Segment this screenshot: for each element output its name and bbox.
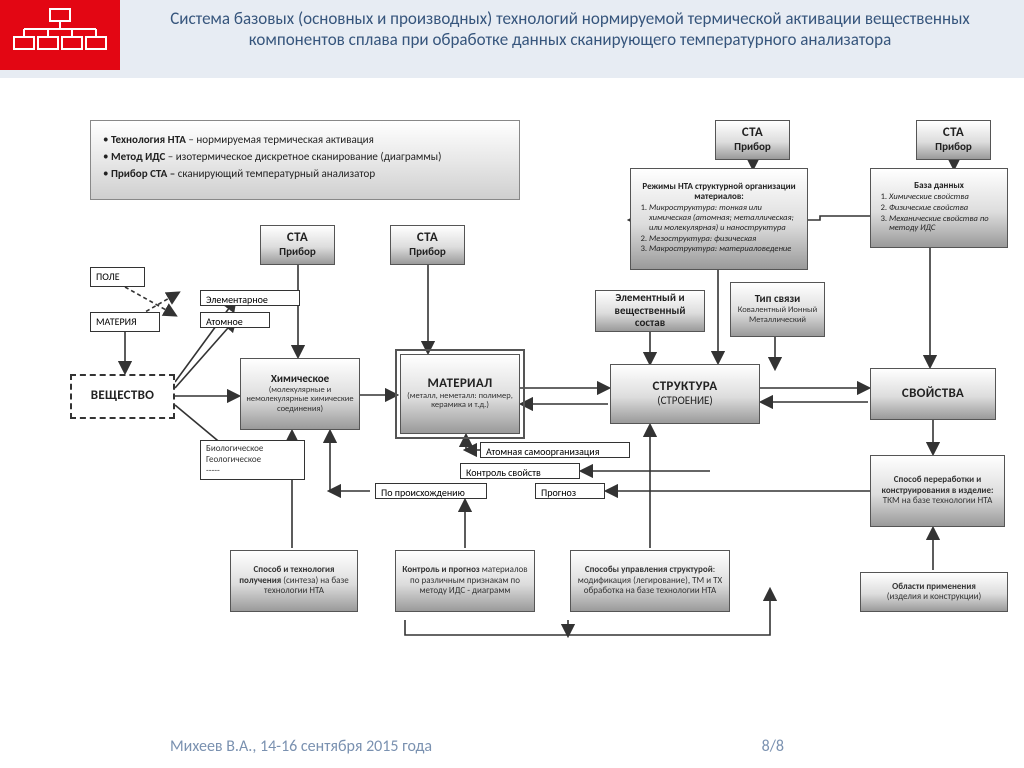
page-title: Система базовых (основных и производных)… — [130, 8, 1010, 51]
legend-box: • Технология НТА – нормируемая термическ… — [90, 120, 520, 200]
node-bio: БиологическоеГеологическое----- — [200, 440, 305, 480]
org-chart-icon — [10, 7, 110, 63]
node-veshestvo: ВЕЩЕСТВО — [70, 374, 175, 419]
node-estatus: Элементный и вещественный состав — [595, 290, 705, 332]
logo — [0, 0, 120, 70]
diagram-container: • Технология НТА – нормируемая термическ… — [70, 120, 1010, 675]
node-pererab: Способ переработки и конструирования в и… — [870, 455, 1005, 527]
footer-author: Михеев В.А., 14-16 сентября 2015 года — [170, 737, 432, 756]
node-pribor2: СТАПрибор — [390, 225, 465, 265]
node-sposob1: Способ и технология получения (синтеза) … — [230, 550, 358, 612]
node-kontsv: Контроль свойств — [460, 463, 580, 479]
node-pribor3: СТАПрибор — [715, 120, 790, 160]
node-atom: Атомное — [200, 312, 270, 328]
node-sposoby: Способы управления структурой: модификац… — [570, 550, 730, 612]
node-svoistva: СВОЙСТВА — [870, 368, 996, 420]
node-poproish: По происхождению — [375, 483, 487, 499]
node-kontrol: Контроль и прогноз материалов по различн… — [395, 550, 535, 612]
node-pribor4: СТАПрибор — [916, 120, 991, 160]
node-pribor1: СТАПрибор — [260, 225, 335, 265]
node-elem: Элементарное — [200, 290, 300, 306]
node-pole: ПОЛЕ — [90, 267, 145, 287]
node-chem: Химическое(молекулярные и немолекулярные… — [240, 358, 360, 430]
node-atomself: Атомная самоорганизация — [480, 442, 630, 458]
node-prognoz: Прогноз — [535, 483, 605, 499]
node-baza: База данныхХимические свойстваФизические… — [870, 168, 1008, 248]
node-tip: Тип связиКовалентный Ионный Металлически… — [730, 282, 825, 337]
node-oblast: Области применения(изделия и конструкции… — [860, 572, 1008, 612]
page-number: 8/8 — [762, 737, 784, 756]
node-material: МАТЕРИАЛ(металл, неметалл: полимер, кера… — [400, 354, 520, 434]
node-materia: МАТЕРИЯ — [90, 312, 160, 332]
node-struct: СТРУКТУРА(СТРОЕНИЕ) — [610, 364, 760, 424]
node-rezhim: Режимы НТА структурной организации матер… — [630, 168, 808, 270]
